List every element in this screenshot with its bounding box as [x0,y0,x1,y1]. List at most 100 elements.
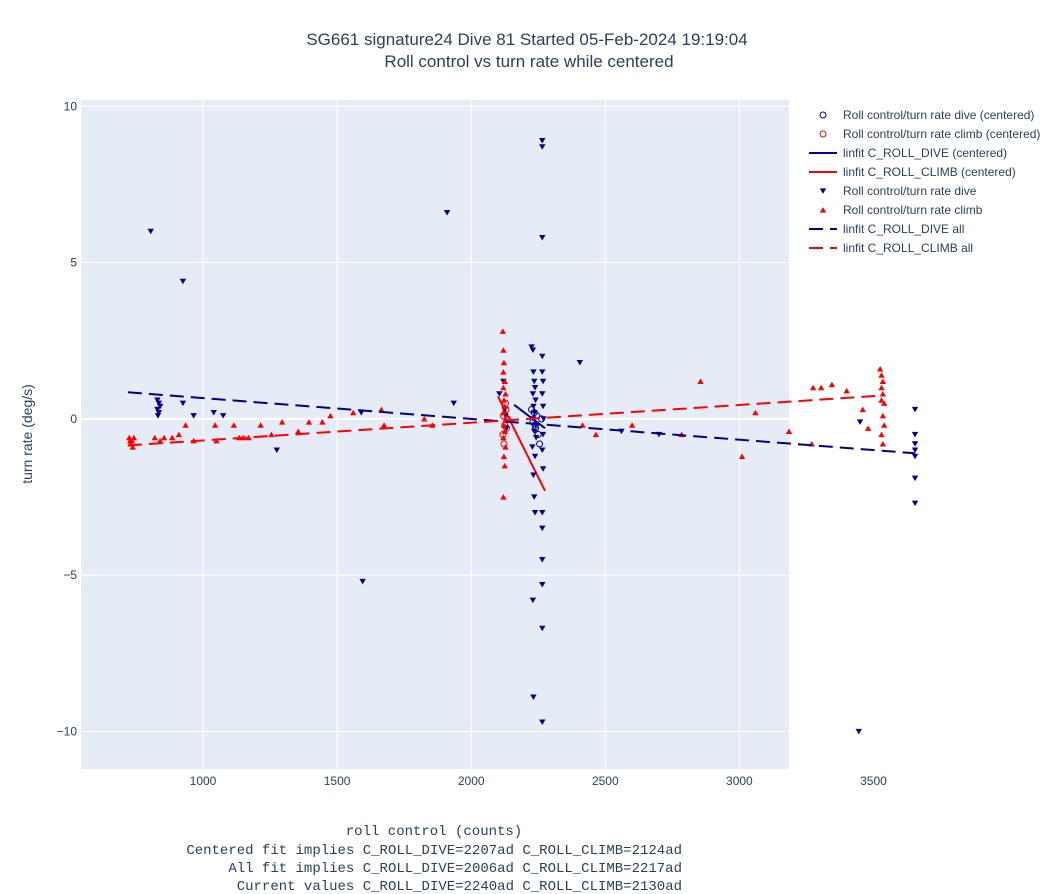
data-point [530,403,537,410]
data-point [531,410,538,416]
data-point [879,378,887,384]
x-tick-label: 1500 [324,774,351,788]
data-point [531,494,538,500]
legend-item-3: linfit C_ROLL_CLIMB (centered) [809,165,1016,179]
data-point [179,400,187,407]
legend-label: linfit C_ROLL_CLIMB all [843,241,973,255]
data-point [697,378,704,384]
y-tick-label: 0 [70,412,77,426]
data-point [864,425,872,431]
data-point [295,428,302,434]
x-tick-label: 1000 [190,774,217,788]
legend-item-5: Roll control/turn rate climb [819,203,983,217]
data-point [529,347,537,353]
data-point [878,372,885,378]
legend-item-1: Roll control/turn rate climb (centered) [819,127,1040,141]
data-point [738,453,746,459]
data-point [151,434,158,441]
data-point [500,369,507,375]
data-point [210,410,217,416]
data-point [539,447,546,454]
data-point [817,384,825,391]
data-point [130,434,138,441]
data-point [500,434,507,441]
data-point [499,328,507,334]
fit-line [497,395,546,492]
fit-line [127,394,885,447]
legend-label: Roll control/turn rate dive (centered) [843,108,1034,122]
legend-item-7: linfit C_ROLL_CLIMB all [809,241,973,255]
legend-swatch [819,130,827,138]
legend-label: linfit C_ROLL_DIVE all [843,222,964,236]
data-point [500,397,508,403]
data-point [500,494,507,500]
legend-item-4: Roll control/turn rate dive [819,184,977,198]
data-point [327,412,334,419]
data-point [531,378,538,385]
plot-background [81,100,789,769]
data-point [539,510,546,516]
data-point [503,424,511,432]
data-point [219,413,227,419]
data-point [501,403,508,409]
data-point [878,397,885,403]
data-point [531,510,539,516]
data-point [530,694,537,700]
y-tick-label: 5 [70,256,77,270]
data-point [539,431,547,438]
data-point [855,728,862,735]
data-point [876,365,884,372]
data-point [540,416,547,422]
data-point [211,422,219,428]
data-point [500,453,508,459]
data-point [911,453,919,460]
data-point [881,422,888,428]
chart-title-line2: Roll control vs turn rate while centered [384,52,673,71]
data-point [879,390,887,397]
data-point [190,413,197,419]
data-point [785,428,793,434]
data-point [528,344,535,350]
data-point [878,384,885,391]
data-point [155,410,162,416]
data-point [529,597,537,604]
data-point [500,347,507,353]
data-point [179,278,187,285]
data-point [534,431,542,438]
data-point [879,440,887,447]
data-point [579,422,586,428]
data-point [539,403,547,410]
data-point [160,434,168,441]
data-point [182,422,189,428]
chart-title-line1: SG661 signature24 Dive 81 Started 05-Feb… [306,30,747,49]
x-axis-note-2: All fit implies C_ROLL_DIVE=2006ad C_ROL… [228,861,682,877]
data-point [539,144,546,150]
data-point [628,422,636,428]
data-point [539,138,546,144]
data-point [881,400,888,406]
y-tick-label: 10 [64,99,78,113]
x-axis-title: roll control (counts) [346,824,522,840]
legend-swatch [819,111,827,119]
data-point [502,444,509,450]
data-point [911,500,919,507]
data-point [856,419,864,425]
data-point [450,400,457,407]
y-tick-label: −10 [57,724,78,738]
y-axis-title: turn rate (deg/s) [19,384,35,484]
data-point [528,405,536,413]
data-point [879,412,887,419]
data-point [147,228,154,235]
data-point [911,475,919,482]
data-point [268,431,275,438]
data-point [278,419,286,425]
data-point [421,415,428,422]
data-point [501,462,508,469]
data-point [539,625,546,632]
data-point [859,406,866,413]
x-tick-label: 2000 [458,774,485,788]
data-point [319,419,326,425]
data-point [156,437,164,444]
data-point [530,369,537,375]
